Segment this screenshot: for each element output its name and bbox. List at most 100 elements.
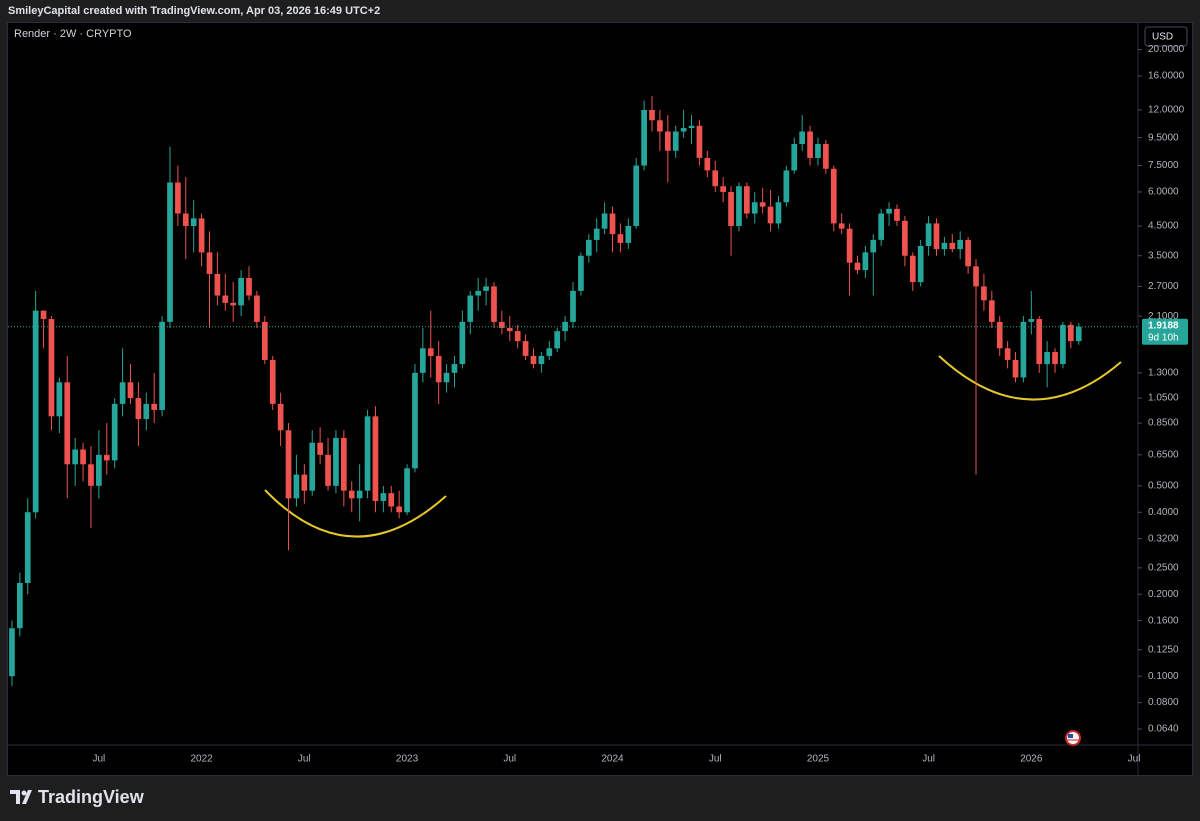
x-tick-label: Jul	[298, 754, 311, 765]
candle	[506, 316, 513, 342]
candle-body	[578, 255, 584, 291]
candle	[728, 186, 734, 256]
candle-body	[957, 239, 964, 250]
candle-body	[32, 310, 39, 513]
candle	[704, 150, 711, 178]
candle-body	[886, 208, 892, 214]
candle	[88, 446, 94, 529]
candle	[56, 377, 63, 434]
candle-body	[878, 213, 885, 240]
candle	[420, 327, 426, 383]
candle	[775, 195, 782, 229]
candle	[688, 115, 695, 145]
candle	[372, 406, 379, 513]
candle-body	[664, 131, 671, 151]
candle	[246, 266, 252, 301]
candle-body	[617, 234, 624, 243]
candle-body	[1036, 318, 1043, 365]
candle	[625, 218, 632, 250]
candle-body	[380, 493, 387, 501]
candle	[981, 273, 987, 311]
candle-body	[815, 144, 821, 158]
candle-body	[696, 125, 703, 158]
candle-body	[167, 182, 173, 322]
candle	[499, 310, 505, 335]
brand-logo[interactable]: TradingView	[10, 787, 145, 807]
candle-body	[712, 170, 719, 187]
candle-body	[672, 131, 679, 151]
candle-body	[1067, 324, 1074, 342]
candle-body	[530, 355, 537, 365]
candle-body	[680, 128, 687, 132]
candle	[301, 464, 308, 504]
brand-name: TradingView	[38, 787, 145, 807]
candle	[925, 215, 932, 256]
flag-canton	[1068, 734, 1073, 738]
candle-body	[277, 403, 284, 431]
candle-body	[198, 218, 205, 253]
candle-body	[135, 398, 142, 419]
candle-body	[823, 144, 829, 169]
candle	[175, 165, 181, 226]
x-tick-label: 2023	[396, 754, 419, 765]
y-tick-label: 0.0640	[1148, 724, 1179, 735]
candle	[799, 115, 806, 151]
candle	[894, 204, 900, 226]
candle	[380, 485, 387, 513]
candle-body	[775, 202, 782, 224]
candle-body	[744, 186, 750, 214]
candle	[941, 236, 948, 256]
candle-body	[933, 223, 940, 250]
candle-body	[143, 403, 150, 419]
y-tick-label: 9.5000	[1148, 132, 1179, 143]
candle-body	[996, 321, 1003, 349]
candle-body	[103, 454, 110, 461]
candle-body	[151, 403, 158, 410]
candle-body	[585, 239, 592, 256]
x-tick-label: 2026	[1020, 754, 1043, 765]
chart-frame	[7, 22, 1193, 776]
currency-button[interactable]	[1144, 26, 1188, 47]
candle-body	[751, 202, 758, 214]
x-tick-label: Jul	[503, 754, 516, 765]
candle-body	[704, 157, 711, 171]
candle-body	[348, 490, 355, 499]
x-tick-label: 2022	[190, 754, 213, 765]
candle	[143, 392, 150, 431]
y-tick-label: 0.0800	[1148, 697, 1179, 708]
candle-body	[981, 286, 987, 301]
y-tick-label: 12.0000	[1148, 105, 1185, 116]
candle-body	[973, 266, 979, 287]
candle	[388, 485, 395, 513]
candle	[680, 109, 687, 138]
candle	[870, 234, 877, 296]
candle-body	[854, 262, 861, 271]
candle	[198, 213, 205, 267]
y-tick-label: 0.2500	[1148, 562, 1179, 573]
candle	[767, 190, 774, 232]
candle-body	[246, 277, 252, 296]
candle-body	[404, 468, 410, 513]
candle-body	[451, 364, 458, 373]
y-tick-label: 20.0000	[1148, 44, 1185, 55]
flag-icon[interactable]	[1065, 730, 1081, 746]
y-tick-label: 7.5000	[1148, 160, 1179, 171]
y-tick-label: 6.0000	[1148, 187, 1179, 198]
candle	[206, 231, 213, 328]
candle-body	[1044, 352, 1050, 365]
candle	[182, 177, 189, 260]
drawn-arc	[264, 489, 447, 538]
last-price-box	[1142, 318, 1188, 345]
candle-body	[846, 228, 853, 263]
candle-body	[641, 109, 647, 166]
candle-body	[688, 125, 695, 129]
candle	[522, 334, 529, 360]
candle	[364, 409, 371, 499]
candle	[491, 282, 497, 328]
candle-body	[1075, 326, 1082, 342]
candle	[909, 252, 916, 291]
candle-body	[427, 348, 434, 356]
candle-body	[356, 490, 363, 499]
symbol-title: Render · 2W · CRYPTO	[14, 28, 132, 40]
currency-label[interactable]: USD	[1152, 32, 1173, 43]
